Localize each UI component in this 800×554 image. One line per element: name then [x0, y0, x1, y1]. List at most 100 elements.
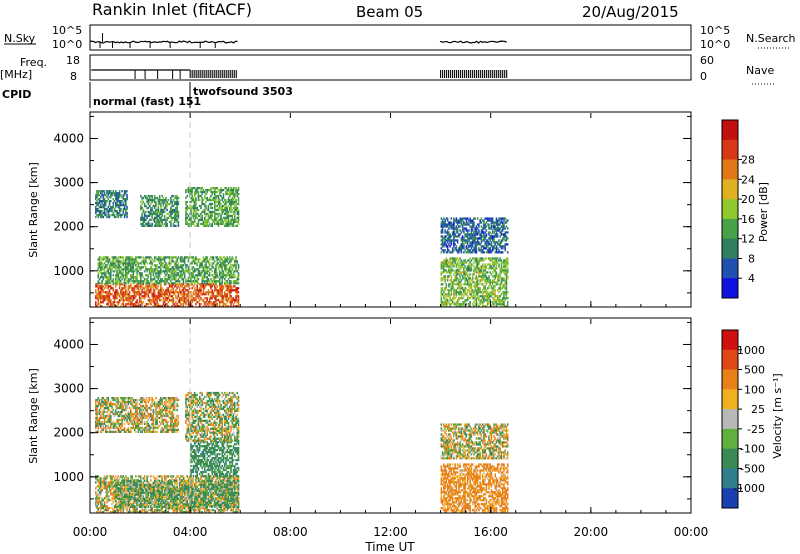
data-cell — [501, 291, 504, 294]
data-cell — [132, 501, 135, 504]
data-cell — [110, 287, 112, 290]
data-cell — [471, 225, 474, 228]
data-cell — [141, 198, 143, 202]
data-cell — [237, 200, 240, 204]
data-cell — [195, 196, 197, 200]
data-cell — [221, 291, 224, 294]
data-cell — [440, 225, 443, 228]
data-cell — [107, 211, 110, 215]
data-cell — [135, 280, 137, 283]
data-cell — [157, 198, 160, 202]
data-cell — [231, 256, 234, 259]
data-cell — [460, 249, 463, 252]
data-cell — [138, 266, 141, 269]
data-cell — [443, 269, 445, 272]
data-cell — [236, 202, 239, 206]
data-cell — [448, 221, 450, 224]
data-cell — [160, 295, 162, 298]
data-cell — [125, 258, 127, 261]
data-cell — [489, 291, 491, 294]
data-cell — [202, 220, 205, 224]
data-cell — [100, 256, 102, 259]
data-cell — [480, 269, 483, 272]
data-cell — [160, 264, 162, 267]
data-cell — [96, 283, 98, 286]
data-cell — [464, 273, 466, 276]
data-cell — [441, 221, 444, 224]
data-cell — [112, 485, 115, 488]
data-cell — [156, 270, 158, 273]
data-cell — [95, 305, 97, 308]
data-cell — [453, 289, 455, 292]
data-cell — [500, 265, 503, 268]
data-cell — [470, 233, 473, 236]
data-cell — [230, 272, 232, 275]
data-cell — [222, 301, 225, 304]
data-cell — [215, 222, 217, 226]
data-cell — [136, 272, 138, 275]
data-cell — [108, 282, 111, 285]
data-cell — [97, 299, 100, 302]
data-cell — [166, 256, 168, 259]
data-cell — [108, 305, 111, 308]
data-cell — [228, 274, 231, 277]
data-cell — [172, 278, 175, 281]
data-cell — [195, 198, 197, 202]
data-cell — [193, 262, 196, 265]
data-cell — [210, 287, 212, 290]
data-cell — [190, 276, 192, 279]
data-cell — [220, 285, 222, 288]
data-cell — [461, 271, 464, 274]
data-cell — [449, 303, 451, 306]
data-cell — [131, 299, 133, 302]
data-cell — [196, 222, 198, 226]
data-cell — [471, 229, 474, 232]
data-cell — [167, 282, 170, 285]
data-cell — [161, 293, 163, 296]
data-cell — [444, 287, 446, 290]
data-cell — [446, 303, 449, 306]
data-cell — [207, 289, 210, 292]
data-cell — [470, 259, 473, 262]
data-cell — [160, 485, 162, 488]
data-cell — [222, 260, 225, 263]
data-cell — [152, 270, 155, 273]
data-cell — [202, 291, 205, 294]
data-cell — [106, 278, 108, 281]
data-cell — [237, 218, 240, 222]
data-cell — [499, 241, 501, 244]
data-cell — [146, 481, 148, 484]
data-cell — [446, 241, 449, 244]
data-cell — [226, 305, 229, 308]
data-cell — [475, 251, 478, 254]
data-cell — [448, 231, 450, 234]
data-cell — [147, 202, 150, 206]
data-cell — [155, 287, 157, 290]
data-cell — [111, 303, 113, 306]
data-cell — [465, 273, 468, 276]
data-cell — [501, 267, 504, 270]
data-cell — [494, 263, 496, 266]
data-cell — [446, 237, 449, 240]
data-cell — [223, 262, 226, 265]
data-cell — [459, 247, 461, 250]
data-cell — [448, 249, 450, 252]
data-cell — [148, 285, 151, 288]
data-cell — [216, 305, 219, 308]
data-cell — [448, 295, 450, 298]
data-cell — [120, 495, 122, 498]
data-cell — [471, 289, 474, 292]
data-cell — [485, 295, 488, 298]
data-cell — [181, 274, 183, 277]
data-cell — [192, 206, 195, 210]
data-cell — [106, 291, 108, 294]
data-cell — [216, 200, 219, 204]
data-cell — [196, 274, 198, 277]
data-cell — [157, 278, 160, 281]
data-cell — [190, 280, 192, 283]
data-cell — [225, 210, 227, 214]
data-cell — [147, 280, 150, 283]
data-cell — [480, 275, 483, 278]
data-cell — [118, 293, 121, 296]
data-cell — [107, 215, 110, 219]
